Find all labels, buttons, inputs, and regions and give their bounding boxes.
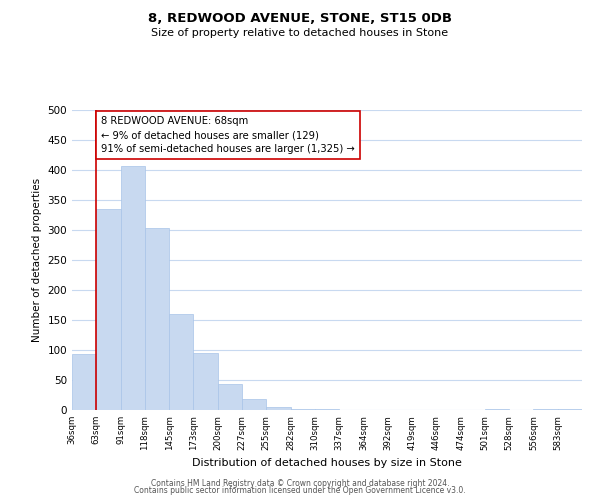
Bar	[485, 409, 509, 410]
Bar	[266, 407, 290, 410]
Bar	[218, 384, 242, 410]
Text: 8, REDWOOD AVENUE, STONE, ST15 0DB: 8, REDWOOD AVENUE, STONE, ST15 0DB	[148, 12, 452, 26]
X-axis label: Distribution of detached houses by size in Stone: Distribution of detached houses by size …	[192, 458, 462, 468]
Bar	[121, 166, 145, 410]
Bar	[558, 409, 582, 410]
Text: Contains public sector information licensed under the Open Government Licence v3: Contains public sector information licen…	[134, 486, 466, 495]
Bar	[145, 228, 169, 410]
Bar	[193, 353, 218, 410]
Bar	[169, 314, 193, 410]
Text: Contains HM Land Registry data © Crown copyright and database right 2024.: Contains HM Land Registry data © Crown c…	[151, 478, 449, 488]
Bar	[96, 209, 121, 410]
Text: 8 REDWOOD AVENUE: 68sqm
← 9% of detached houses are smaller (129)
91% of semi-de: 8 REDWOOD AVENUE: 68sqm ← 9% of detached…	[101, 116, 355, 154]
Text: Size of property relative to detached houses in Stone: Size of property relative to detached ho…	[151, 28, 449, 38]
Bar	[72, 354, 96, 410]
Bar	[533, 409, 558, 410]
Bar	[315, 409, 339, 410]
Bar	[290, 409, 315, 410]
Bar	[242, 399, 266, 410]
Y-axis label: Number of detached properties: Number of detached properties	[32, 178, 42, 342]
